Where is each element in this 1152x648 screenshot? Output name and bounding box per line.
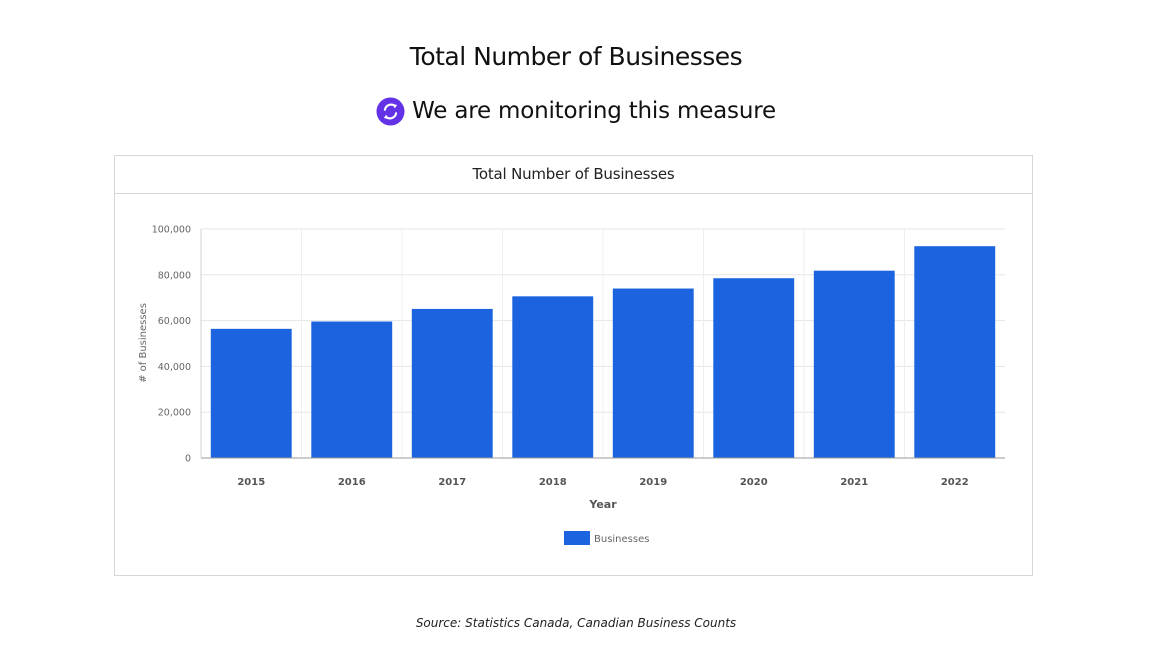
bar-2020 [713, 278, 795, 458]
bar-2018 [512, 296, 594, 458]
x-tick-label: 2019 [639, 477, 667, 488]
y-tick-labels: 0 20,000 40,000 60,000 80,000 100,000 [152, 225, 191, 465]
source-label: Source: [415, 616, 462, 630]
page-title: Total Number of Businesses [409, 42, 743, 71]
bar-2021 [813, 270, 895, 458]
y-tick-label: 40,000 [158, 362, 191, 373]
y-axis-label: # of Businesses [138, 303, 149, 383]
axes [200, 229, 1005, 459]
source-text: Statistics Canada, Canadian Business Cou… [465, 616, 737, 630]
chart-title: Total Number of Businesses [115, 156, 1032, 194]
source-note: Source: Statistics Canada, Canadian Busi… [0, 614, 1152, 632]
y-tick-label: 20,000 [158, 408, 191, 419]
x-tick-label: 2022 [941, 477, 969, 488]
y-tick-label: 60,000 [158, 316, 191, 327]
bar-2022 [914, 246, 996, 458]
refresh-icon [376, 96, 405, 126]
x-axis-label: Year [588, 498, 617, 511]
x-tick-label: 2020 [740, 477, 768, 488]
bar-2016 [311, 321, 393, 458]
bar-2015 [210, 328, 292, 458]
x-tick-label: 2021 [840, 477, 868, 488]
bar-2017 [411, 308, 493, 458]
bar-2019 [612, 288, 694, 458]
legend-swatch [564, 531, 590, 545]
x-tick-label: 2017 [438, 477, 466, 488]
bars [210, 246, 996, 458]
x-tick-label: 2015 [237, 477, 265, 488]
y-tick-label: 100,000 [152, 225, 191, 236]
legend-label: Businesses [594, 534, 649, 545]
x-tick-labels: 2015 2016 2017 2018 2019 2020 2021 2022 [237, 477, 968, 488]
monitoring-status: We are monitoring this measure [0, 93, 1152, 129]
x-tick-label: 2016 [338, 477, 366, 488]
y-tick-label: 0 [185, 454, 191, 465]
status-text: We are monitoring this measure [412, 98, 776, 124]
x-tick-label: 2018 [539, 477, 567, 488]
legend: Businesses [564, 531, 649, 545]
y-tick-label: 80,000 [158, 270, 191, 281]
chart-card: Total Number of Businesses 0 20,000 40,000… [114, 155, 1033, 576]
